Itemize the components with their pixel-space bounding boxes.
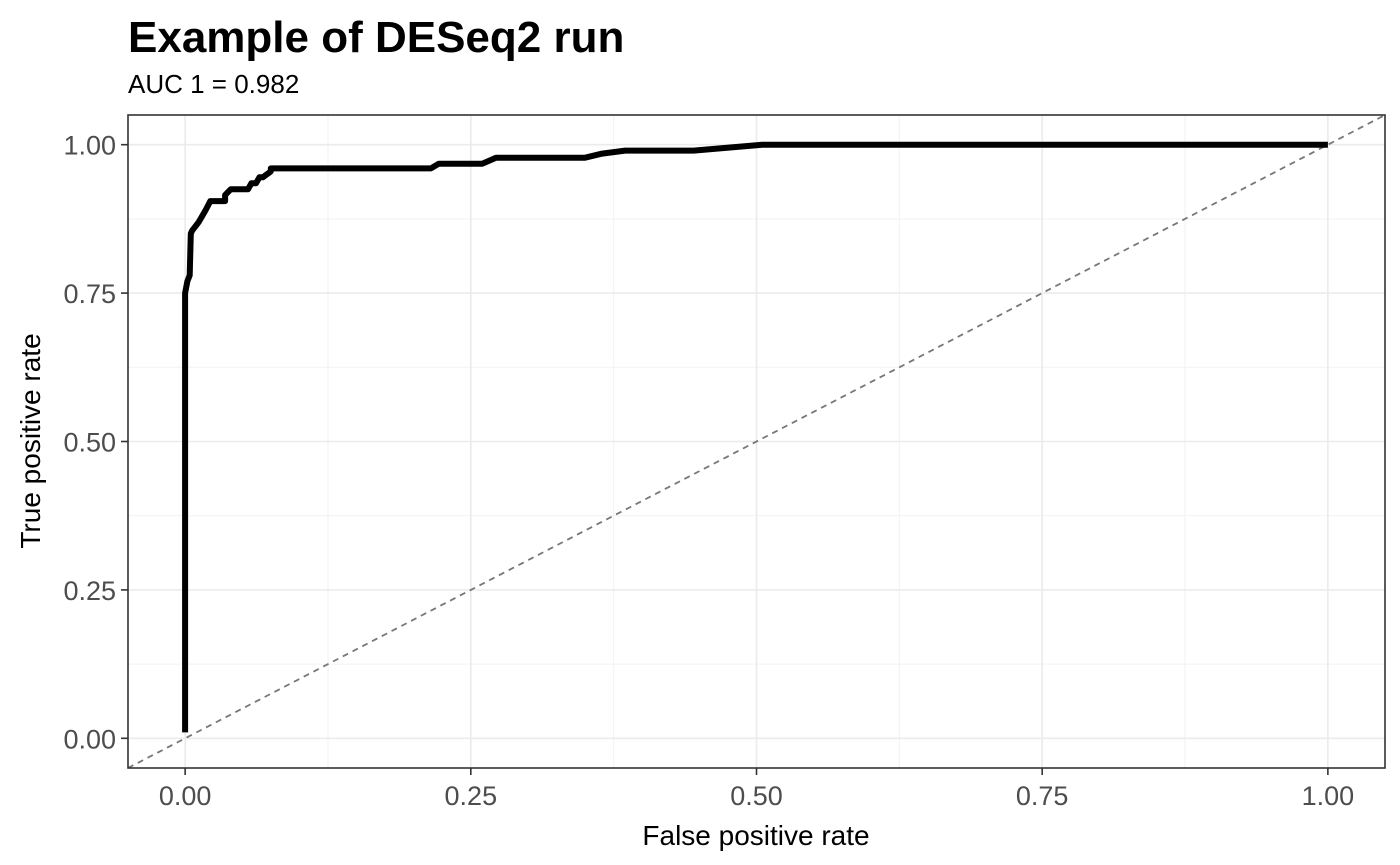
roc-curve-layer: [182, 141, 1328, 733]
reference-line-layer: [127, 114, 1386, 769]
y-tick-label: 0.75: [63, 279, 116, 309]
chart-subtitle: AUC 1 = 0.982: [128, 69, 299, 99]
x-axis-title: False positive rate: [642, 820, 869, 851]
x-tick-label: 0.25: [445, 781, 498, 811]
y-tick-label: 0.50: [63, 428, 116, 458]
roc-curve-line: [182, 141, 1328, 733]
y-tick-label: 0.00: [63, 724, 116, 754]
x-tick-label: 0.75: [1016, 781, 1069, 811]
y-tick-label: 0.25: [63, 576, 116, 606]
chart-title: Example of DESeq2 run: [128, 13, 624, 62]
y-tick-label: 1.00: [63, 131, 116, 161]
axis-ticks: 0.00 0.25 0.50 0.75 1.00 0.00 0.25 0.50 0.75 1.00: [63, 131, 1354, 811]
x-tick-label: 1.00: [1302, 781, 1355, 811]
y-axis-title: True positive rate: [15, 333, 46, 548]
reference-diagonal-line: [127, 114, 1386, 769]
x-tick-label: 0.50: [730, 781, 783, 811]
x-tick-label: 0.00: [159, 781, 212, 811]
